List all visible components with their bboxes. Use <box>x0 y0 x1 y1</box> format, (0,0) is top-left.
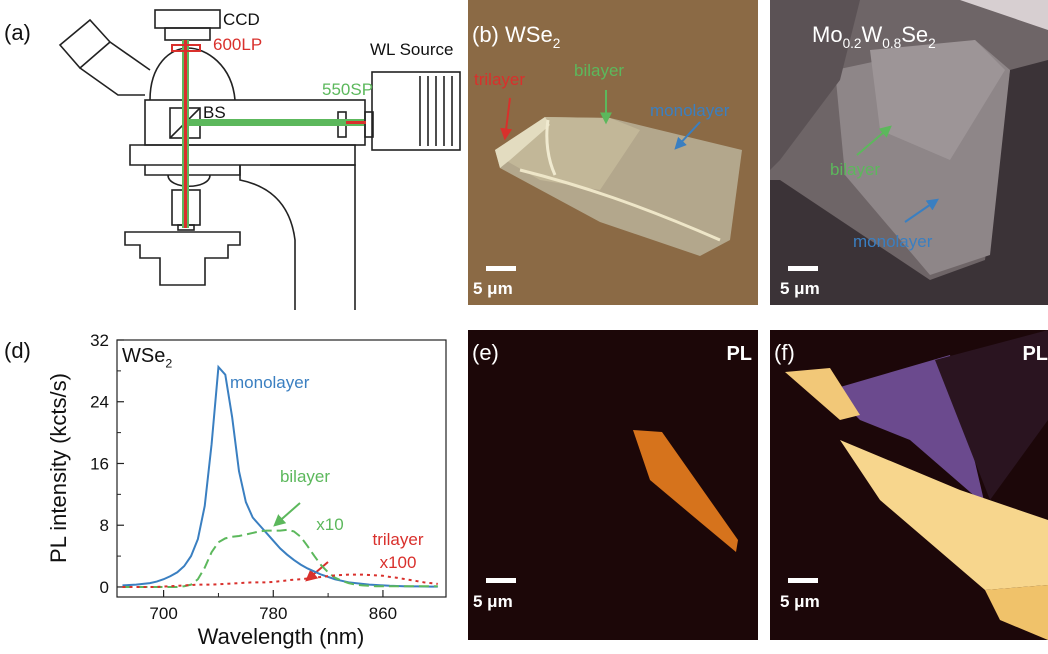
subscript: 2 <box>928 36 936 51</box>
scale-bar-label: 5 μm <box>473 279 513 298</box>
panel-label: (b) <box>472 22 499 47</box>
layer-label: monolayer <box>650 101 730 120</box>
source-label: WL Source <box>370 40 453 59</box>
y-tick-label: 16 <box>90 454 109 473</box>
x-tick-label: 700 <box>149 604 177 623</box>
title-part: Se <box>901 22 928 47</box>
x-axis-label: Wavelength (nm) <box>198 624 365 649</box>
title-part: W <box>862 22 883 47</box>
y-axis-label: PL intensity (kcts/s) <box>46 373 71 563</box>
title-part: WSe <box>505 22 553 47</box>
series-label: bilayer <box>280 467 330 486</box>
layer-label: trilayer <box>474 70 525 89</box>
annotation-arrow <box>307 562 328 580</box>
pl-tag: PL <box>726 343 752 365</box>
y-tick-label: 32 <box>90 331 109 350</box>
annotation-arrow <box>275 503 300 525</box>
beam-paths <box>172 40 366 228</box>
panel-title: WSe2 <box>505 22 560 51</box>
panel-label: (e) <box>472 340 499 365</box>
title-part: WSe <box>122 345 165 367</box>
filter-label: 550SP <box>322 80 373 99</box>
layer-label: monolayer <box>853 232 933 251</box>
figure: (a) CCD 600LP WL Source 550SP BS (b) tri… <box>0 0 1048 654</box>
layer-label: bilayer <box>830 160 880 179</box>
splitter-label: BS <box>203 103 226 122</box>
panel-label: (f) <box>774 340 795 365</box>
layer-label: bilayer <box>574 61 624 80</box>
x-tick-label: 860 <box>369 604 397 623</box>
panel-title: WSe2 <box>122 345 172 371</box>
x-tick-label: 780 <box>259 604 287 623</box>
subscript: 2 <box>553 36 561 51</box>
scale-bar-label: 5 μm <box>780 279 820 298</box>
pl-tag: PL <box>1022 343 1048 365</box>
filter-label: 600LP <box>213 35 262 54</box>
y-tick-label: 24 <box>90 393 109 412</box>
subscript: 0.8 <box>882 36 901 51</box>
page: (a) CCD 600LP WL Source 550SP BS (b) tri… <box>0 0 1048 654</box>
ccd-label: CCD <box>223 10 260 29</box>
panel-label: (a) <box>4 20 31 45</box>
annotation: x100 <box>380 553 417 572</box>
panel-title: Mo0.2W0.8Se2 <box>812 22 936 51</box>
scale-bar-label: 5 μm <box>780 592 820 611</box>
subscript: 0.2 <box>843 36 862 51</box>
series-label: monolayer <box>230 373 310 392</box>
annotation: x10 <box>316 515 343 534</box>
panel-label: (d) <box>4 338 31 363</box>
subscript: 2 <box>165 357 172 371</box>
title-part: Mo <box>812 22 843 47</box>
scale-bar-label: 5 μm <box>473 592 513 611</box>
y-tick-label: 0 <box>100 578 109 597</box>
series-label: trilayer <box>372 530 423 549</box>
y-tick-label: 8 <box>100 516 109 535</box>
